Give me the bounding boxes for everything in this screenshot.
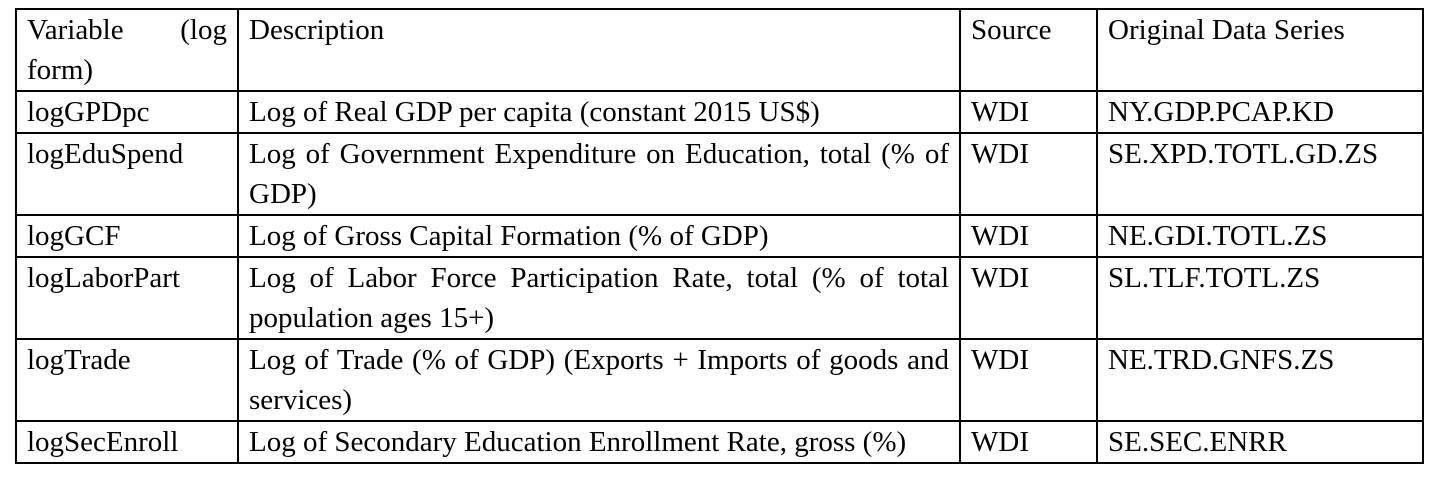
series-cell: SE.SEC.ENRR: [1096, 420, 1424, 464]
source-cell: WDI: [959, 338, 1098, 422]
header-variable: Variable (log form): [15, 8, 239, 92]
description-cell: Log of Labor Force Participation Rate, t…: [237, 256, 961, 340]
header-row: Variable (log form) Description Source O…: [15, 8, 1424, 92]
variable-cell: logGPDpc: [15, 90, 239, 134]
table-row: logEduSpend Log of Government Expenditur…: [15, 132, 1424, 216]
series-cell: SE.XPD.TOTL.GD.ZS: [1096, 132, 1424, 216]
source-cell: WDI: [959, 90, 1098, 134]
variable-cell: logSecEnroll: [15, 420, 239, 464]
table-row: logGPDpc Log of Real GDP per capita (con…: [15, 90, 1424, 134]
table-row: logLaborPart Log of Labor Force Particip…: [15, 256, 1424, 340]
series-cell: NE.TRD.GNFS.ZS: [1096, 338, 1424, 422]
description-cell: Log of Trade (% of GDP) (Exports + Impor…: [237, 338, 961, 422]
description-cell: Log of Government Expenditure on Educati…: [237, 132, 961, 216]
table-row: logTrade Log of Trade (% of GDP) (Export…: [15, 338, 1424, 422]
description-cell: Log of Gross Capital Formation (% of GDP…: [237, 214, 961, 258]
variable-cell: logTrade: [15, 338, 239, 422]
description-cell: Log of Secondary Education Enrollment Ra…: [237, 420, 961, 464]
header-original-series: Original Data Series: [1096, 8, 1424, 92]
source-cell: WDI: [959, 420, 1098, 464]
source-cell: WDI: [959, 132, 1098, 216]
table-row: logSecEnroll Log of Secondary Education …: [15, 420, 1424, 464]
header-description: Description: [237, 8, 961, 92]
source-cell: WDI: [959, 256, 1098, 340]
table-row: logGCF Log of Gross Capital Formation (%…: [15, 214, 1424, 258]
series-cell: NY.GDP.PCAP.KD: [1096, 90, 1424, 134]
series-cell: SL.TLF.TOTL.ZS: [1096, 256, 1424, 340]
variable-cell: logGCF: [15, 214, 239, 258]
variable-cell: logLaborPart: [15, 256, 239, 340]
variables-table: Variable (log form) Description Source O…: [15, 8, 1424, 464]
variable-cell: logEduSpend: [15, 132, 239, 216]
header-source: Source: [959, 8, 1098, 92]
source-cell: WDI: [959, 214, 1098, 258]
series-cell: NE.GDI.TOTL.ZS: [1096, 214, 1424, 258]
description-cell: Log of Real GDP per capita (constant 201…: [237, 90, 961, 134]
